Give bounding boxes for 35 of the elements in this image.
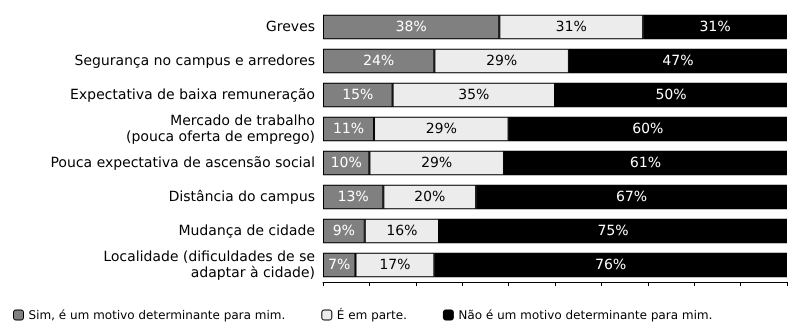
data-label: 60% [632,121,664,137]
data-label: 17% [379,257,410,273]
data-label: 24% [363,53,394,69]
data-label: 9% [332,223,355,239]
data-label: 13% [338,189,369,205]
y-tick-label: Mudança de cidade [178,223,315,239]
data-label: 31% [556,19,587,35]
data-label: 16% [386,223,418,239]
data-label: 31% [700,19,731,35]
legend-label: É em parte. [336,307,407,322]
data-label: 35% [458,87,490,103]
data-label: 29% [421,155,452,171]
data-label: 76% [595,257,626,273]
data-label: 20% [414,189,446,205]
data-label: 61% [630,155,662,171]
y-tick-label: Distância do campus [168,189,315,205]
data-label: 29% [426,121,457,137]
y-tick-label: Greves [266,19,315,35]
legend-label: Não é um motivo determinante para mim. [458,308,712,322]
data-label: 38% [396,19,427,35]
data-label: 75% [597,223,629,239]
legend-label: Sim, é um motivo determinante para mim. [28,308,286,322]
data-label: 11% [332,121,364,137]
data-label: 15% [342,87,374,103]
y-tick-label: Mercado de trabalho (pouca oferta de emprego) [126,113,315,145]
data-label: 29% [486,53,518,69]
y-tick-label: Segurança no campus e arredores [74,53,315,69]
y-tick-label: Expectativa de baixa remuneração [70,87,315,103]
y-tick-label: Pouca expectativa de ascensão social [50,155,315,171]
y-tick-label: Localidade (dificuldades de se adaptar à cidade) [103,249,315,281]
data-label: 67% [616,189,648,205]
data-label: 50% [655,87,687,103]
data-label: 47% [662,53,694,69]
data-label: 10% [330,155,362,171]
data-label: 7% [328,257,350,273]
